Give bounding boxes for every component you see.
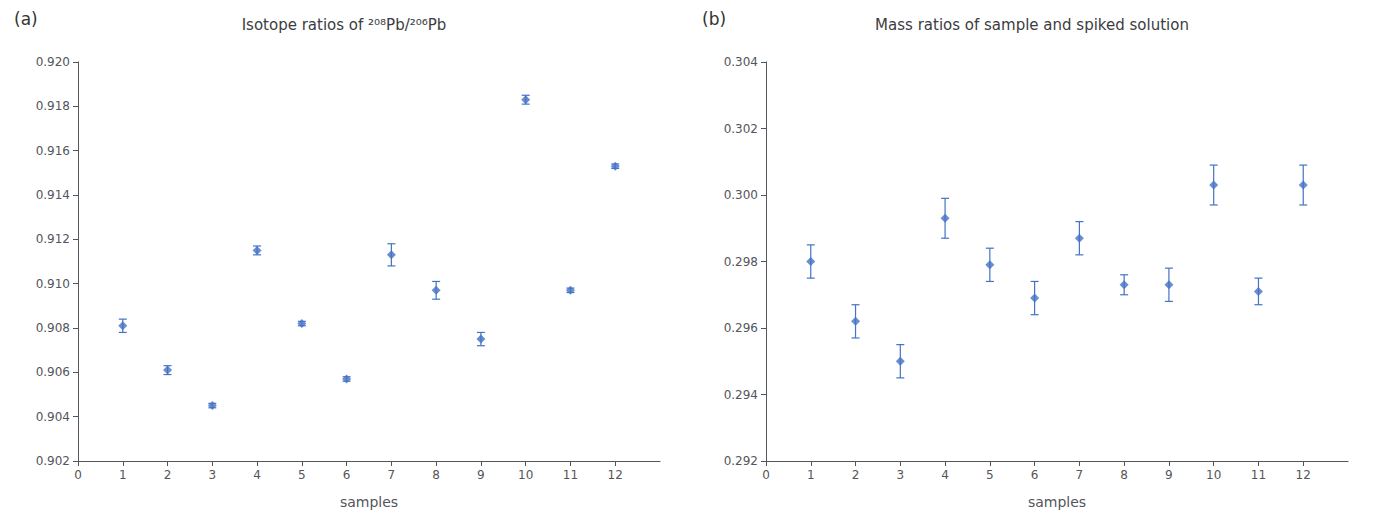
svg-text:11: 11 — [563, 468, 578, 482]
svg-text:0.910: 0.910 — [36, 277, 70, 291]
svg-text:0.906: 0.906 — [36, 365, 70, 379]
svg-text:0.296: 0.296 — [724, 321, 758, 335]
svg-text:0: 0 — [762, 468, 770, 482]
svg-text:1: 1 — [119, 468, 127, 482]
svg-text:11: 11 — [1251, 468, 1266, 482]
svg-text:10: 10 — [1206, 468, 1221, 482]
svg-text:12: 12 — [1296, 468, 1311, 482]
svg-text:samples: samples — [1028, 494, 1086, 510]
svg-text:5: 5 — [298, 468, 306, 482]
svg-text:8: 8 — [432, 468, 440, 482]
svg-text:6: 6 — [343, 468, 351, 482]
svg-text:0.304: 0.304 — [724, 55, 758, 69]
svg-text:4: 4 — [941, 468, 949, 482]
svg-text:7: 7 — [388, 468, 396, 482]
svg-text:3: 3 — [208, 468, 216, 482]
svg-text:(b): (b) — [702, 9, 726, 29]
svg-text:9: 9 — [1165, 468, 1173, 482]
svg-text:2: 2 — [852, 468, 860, 482]
svg-text:0.918: 0.918 — [36, 99, 70, 113]
svg-text:3: 3 — [896, 468, 904, 482]
svg-text:0.292: 0.292 — [724, 454, 758, 468]
svg-text:2: 2 — [164, 468, 172, 482]
svg-text:6: 6 — [1031, 468, 1039, 482]
svg-text:samples: samples — [340, 494, 398, 510]
svg-text:0: 0 — [74, 468, 82, 482]
svg-text:Isotope ratios of ²⁰⁸Pb/²⁰⁶Pb: Isotope ratios of ²⁰⁸Pb/²⁰⁶Pb — [242, 16, 447, 34]
svg-text:0.920: 0.920 — [36, 55, 70, 69]
svg-text:1: 1 — [807, 468, 815, 482]
svg-text:0.302: 0.302 — [724, 122, 758, 136]
svg-text:9: 9 — [477, 468, 485, 482]
svg-text:7: 7 — [1076, 468, 1084, 482]
svg-text:0.904: 0.904 — [36, 410, 70, 424]
svg-text:0.914: 0.914 — [36, 188, 70, 202]
svg-text:12: 12 — [608, 468, 623, 482]
svg-text:8: 8 — [1120, 468, 1128, 482]
svg-text:Mass ratios of sample and spik: Mass ratios of sample and spiked solutio… — [875, 16, 1189, 34]
svg-text:0.912: 0.912 — [36, 232, 70, 246]
svg-text:5: 5 — [986, 468, 994, 482]
svg-text:0.300: 0.300 — [724, 188, 758, 202]
svg-text:10: 10 — [518, 468, 533, 482]
svg-text:0.908: 0.908 — [36, 321, 70, 335]
svg-text:0.298: 0.298 — [724, 255, 758, 269]
svg-text:0.294: 0.294 — [724, 388, 758, 402]
svg-text:4: 4 — [253, 468, 261, 482]
svg-text:(a): (a) — [14, 9, 38, 29]
svg-text:0.916: 0.916 — [36, 144, 70, 158]
svg-text:0.902: 0.902 — [36, 454, 70, 468]
